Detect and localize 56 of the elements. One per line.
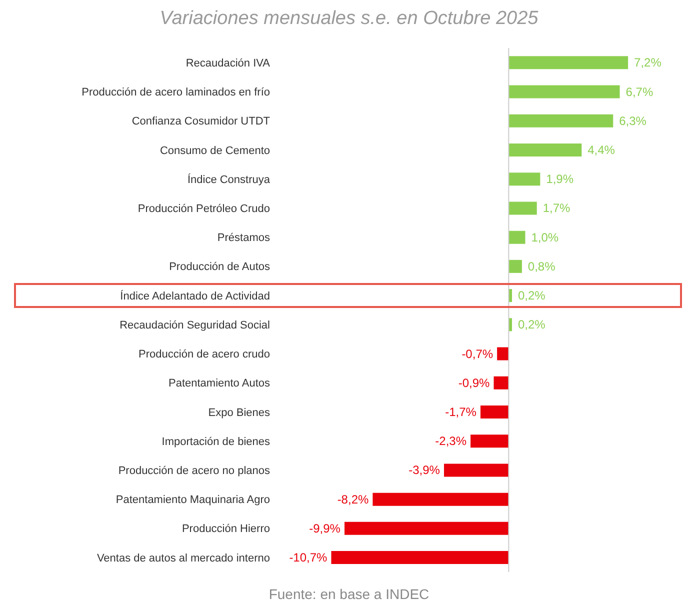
data-label: 1,9%: [546, 172, 574, 186]
bar: [470, 434, 509, 448]
y-tick-label: Producción de acero laminados en frío: [82, 86, 270, 99]
data-label: 0,2%: [518, 318, 546, 332]
bar: [331, 551, 509, 564]
data-label: -0,7%: [462, 346, 494, 361]
y-tick-label: Patentamiento Autos: [168, 378, 270, 390]
data-label: 4,4%: [588, 142, 616, 157]
y-tick-label: Recaudación IVA: [186, 57, 271, 70]
y-tick-label: Ventas de autos al mercado interno: [96, 552, 270, 564]
y-tick-label: Índice Adelantado de Actividad: [120, 289, 270, 302]
bar: [508, 289, 512, 302]
data-label: -9,9%: [309, 521, 341, 536]
data-label: 1,0%: [531, 230, 559, 244]
data-label: 0,8%: [528, 259, 556, 274]
bar: [508, 114, 614, 128]
bar: [508, 318, 512, 332]
bar: [372, 492, 509, 506]
bar: [480, 405, 509, 418]
bar: [444, 464, 509, 477]
bar: [497, 347, 509, 360]
data-label: -10,7%: [289, 550, 328, 565]
bar: [508, 143, 582, 156]
data-label: 7,2%: [634, 56, 662, 70]
y-tick-label: Patentamiento Maquinaria Agro: [116, 494, 270, 506]
bar: [508, 56, 628, 70]
y-tick-label: Importación de bienes: [162, 436, 270, 448]
data-label: -3,9%: [408, 463, 440, 478]
y-tick-label: Producción de acero no planos: [118, 465, 270, 478]
bar: [508, 230, 526, 244]
y-tick-label: Producción de acero crudo: [138, 348, 270, 361]
y-tick-label: Producción Hierro: [182, 523, 270, 536]
data-label: -2,3%: [435, 434, 467, 448]
data-label: -1,7%: [445, 404, 477, 419]
data-label: 0,2%: [518, 288, 546, 303]
bar: [508, 85, 620, 98]
bar: [508, 202, 537, 215]
y-tick-label: Confianza Cosumidor UTDT: [132, 116, 270, 128]
bar: [508, 172, 540, 186]
y-tick-label: Recaudación Seguridad Social: [120, 319, 270, 332]
y-tick-label: Consumo de Cemento: [160, 144, 270, 157]
source-note: Fuente: en base a INDEC: [268, 586, 430, 602]
chart-title: Variaciones mensuales s.e. en Octubre 2025: [158, 8, 540, 30]
data-label: -8,2%: [337, 492, 370, 506]
y-tick-label: Producción de Autos: [169, 261, 270, 274]
data-label: -0,9%: [458, 376, 490, 390]
data-label: 6,7%: [626, 84, 654, 99]
data-label: 1,7%: [542, 201, 571, 216]
bar: [344, 522, 509, 535]
bar: [494, 376, 509, 390]
bar: [508, 260, 522, 273]
y-tick-label: Préstamos: [217, 232, 270, 244]
data-label: 6,3%: [619, 114, 647, 128]
y-tick-label: Expo Bienes: [208, 406, 270, 419]
y-tick-label: Índice Construya: [187, 172, 271, 186]
y-tick-label: Producción Petróleo Crudo: [138, 203, 270, 216]
